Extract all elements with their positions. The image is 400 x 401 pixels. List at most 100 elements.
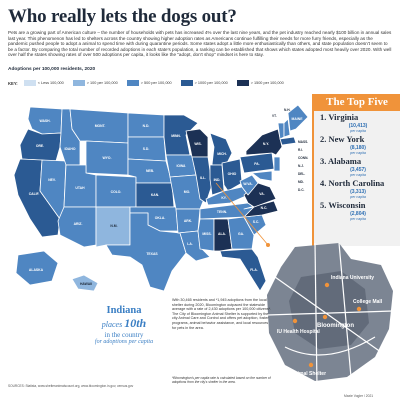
label-nd: N.D.: [143, 124, 150, 128]
legend-item: > 1500 per 100,000: [236, 80, 284, 86]
indiana-rank: places 10th: [101, 316, 147, 330]
legend-swatch: [126, 80, 139, 86]
label-md: MD.: [298, 180, 304, 184]
state-ga: [227, 216, 255, 250]
state-nh: [283, 118, 291, 138]
label-ark: ARK.: [184, 219, 192, 223]
label-nev: NEV.: [48, 178, 56, 182]
label-wash: WASH.: [39, 119, 50, 123]
pointer-line: [215, 182, 269, 246]
top-five-name: 1. Virginia: [320, 112, 359, 122]
top-five-unit: per capita: [350, 195, 366, 199]
marker-iu-health: [292, 318, 298, 324]
label-bloomington: Bloomington: [317, 323, 354, 329]
state-minn: [163, 114, 199, 156]
top-five-value: (3,457): [350, 167, 366, 173]
road-main: [314, 242, 318, 388]
label-kan: KAN.: [151, 193, 159, 197]
label-nj: N.J.: [298, 164, 304, 168]
legend-item: < Less 100,000: [23, 80, 64, 86]
top-five-name: 3. Alabama: [320, 156, 362, 166]
label-ore: ORE.: [36, 144, 44, 148]
label-tenn: TENN.: [217, 210, 227, 214]
label-miss: MISS.: [202, 232, 211, 236]
top-five-heading: The Top Five: [314, 94, 400, 111]
map-subheading: Adoptions per 100,000 residents, 2020: [8, 67, 96, 72]
label-animal-shelter: Animal Shelter: [291, 371, 326, 377]
top-five-unit: per capita: [350, 129, 366, 133]
top-five-value: (10,413): [348, 123, 368, 129]
legend-label: > 1500 per 100,000: [250, 81, 284, 85]
state-md: [251, 170, 273, 182]
state-mass: [279, 136, 297, 146]
top-five-item: 5. Wisconsin (2,804) per capita: [314, 199, 400, 222]
pointer-dot: [266, 243, 270, 247]
intro-paragraph: Pets are a growing part of American cult…: [8, 30, 392, 58]
top-five-item: 4. North Carolina (3,313) per capita: [314, 177, 400, 200]
label-pa: PA.: [254, 162, 259, 166]
label-alaska: ALASKA: [29, 268, 44, 272]
label-la: LA.: [187, 242, 193, 246]
label-texas: TEXAS: [146, 252, 158, 256]
label-mass: MASS.: [298, 140, 308, 144]
label-ohio: OHIO: [228, 172, 237, 176]
state-ariz: [57, 206, 97, 248]
label-iu-health: IU Health Hospital: [277, 329, 320, 335]
top-five-unit: per capita: [350, 173, 366, 177]
legend-item: > 500 per 100,000: [126, 80, 172, 86]
top-five-item: 3. Alabama (3,457) per capita: [314, 155, 400, 178]
label-maine: MAINE: [292, 117, 304, 121]
state-hawaii: [71, 274, 99, 292]
state-mich: [209, 132, 233, 166]
legend-label: > 1000 per 100,000: [194, 81, 228, 85]
label-iowa: IOWA: [176, 164, 186, 168]
legend-item: > 100 per 100,000: [72, 80, 118, 86]
top-five-name: 2. New York: [320, 134, 365, 144]
road-cross: [266, 310, 394, 316]
state-ala: [213, 218, 233, 252]
label-mo: MO.: [184, 190, 190, 194]
label-wis: WIS.: [194, 142, 201, 146]
label-idaho: IDAHO: [65, 147, 76, 151]
label-nh: N.H.: [284, 108, 290, 112]
page-title: Who really lets the dogs out?: [8, 6, 237, 27]
label-college-mall: College Mall: [353, 299, 383, 305]
top-five-item: 1. Virginia (10,413) per capita: [314, 111, 400, 134]
marker-bloomington: [322, 314, 328, 320]
label-sd: S.D.: [143, 147, 150, 151]
label-ga: GA.: [238, 232, 244, 236]
road-east: [338, 242, 352, 378]
road-loop: [284, 336, 376, 356]
top-five-name: 4. North Carolina: [320, 178, 385, 188]
legend-swatch: [23, 80, 36, 86]
label-wva: W.VA.: [243, 182, 252, 186]
top-five-value: (3,313): [350, 189, 366, 195]
top-five-unit: per capita: [350, 151, 366, 155]
indiana-callout: Indiana places 10th in the country for a…: [74, 305, 174, 345]
top-five-panel: The Top Five 1. Virginia (10,413) per ca…: [312, 94, 400, 246]
indiana-unit: for adoptions per capita: [94, 339, 154, 345]
state-miss: [197, 218, 215, 252]
label-ariz: ARIZ.: [74, 222, 83, 226]
legend-title: KEY:: [8, 80, 18, 86]
top-five-value: (8,180): [350, 145, 366, 151]
footnote: *Bloomington's per capita rate is calcul…: [172, 376, 271, 385]
legend-item: > 1000 per 100,000: [180, 80, 228, 86]
label-neb: NEB.: [146, 169, 154, 173]
state-ore: [19, 128, 62, 162]
label-utah: UTAH: [75, 186, 85, 190]
state-alaska: [15, 250, 59, 286]
label-sc: S.C.: [253, 220, 260, 224]
legend-swatch: [180, 80, 193, 86]
legend-label: < Less 100,000: [37, 81, 64, 85]
label-dc: D.C.: [298, 188, 304, 192]
label-wyo: WYO.: [102, 156, 111, 160]
label-del: DEL.: [298, 172, 305, 176]
label-fla: FLA.: [250, 268, 258, 272]
label-vt: VT.: [272, 114, 277, 118]
marker-animal-shelter: [308, 362, 314, 368]
label-ill: ILL.: [200, 176, 206, 180]
label-va: VA.: [259, 192, 264, 196]
us-adoption-map: WASH. ORE. CALIF. NEV. IDAHO MONT. WYO. …: [13, 104, 309, 292]
legend-label: > 500 per 100,000: [140, 81, 172, 85]
